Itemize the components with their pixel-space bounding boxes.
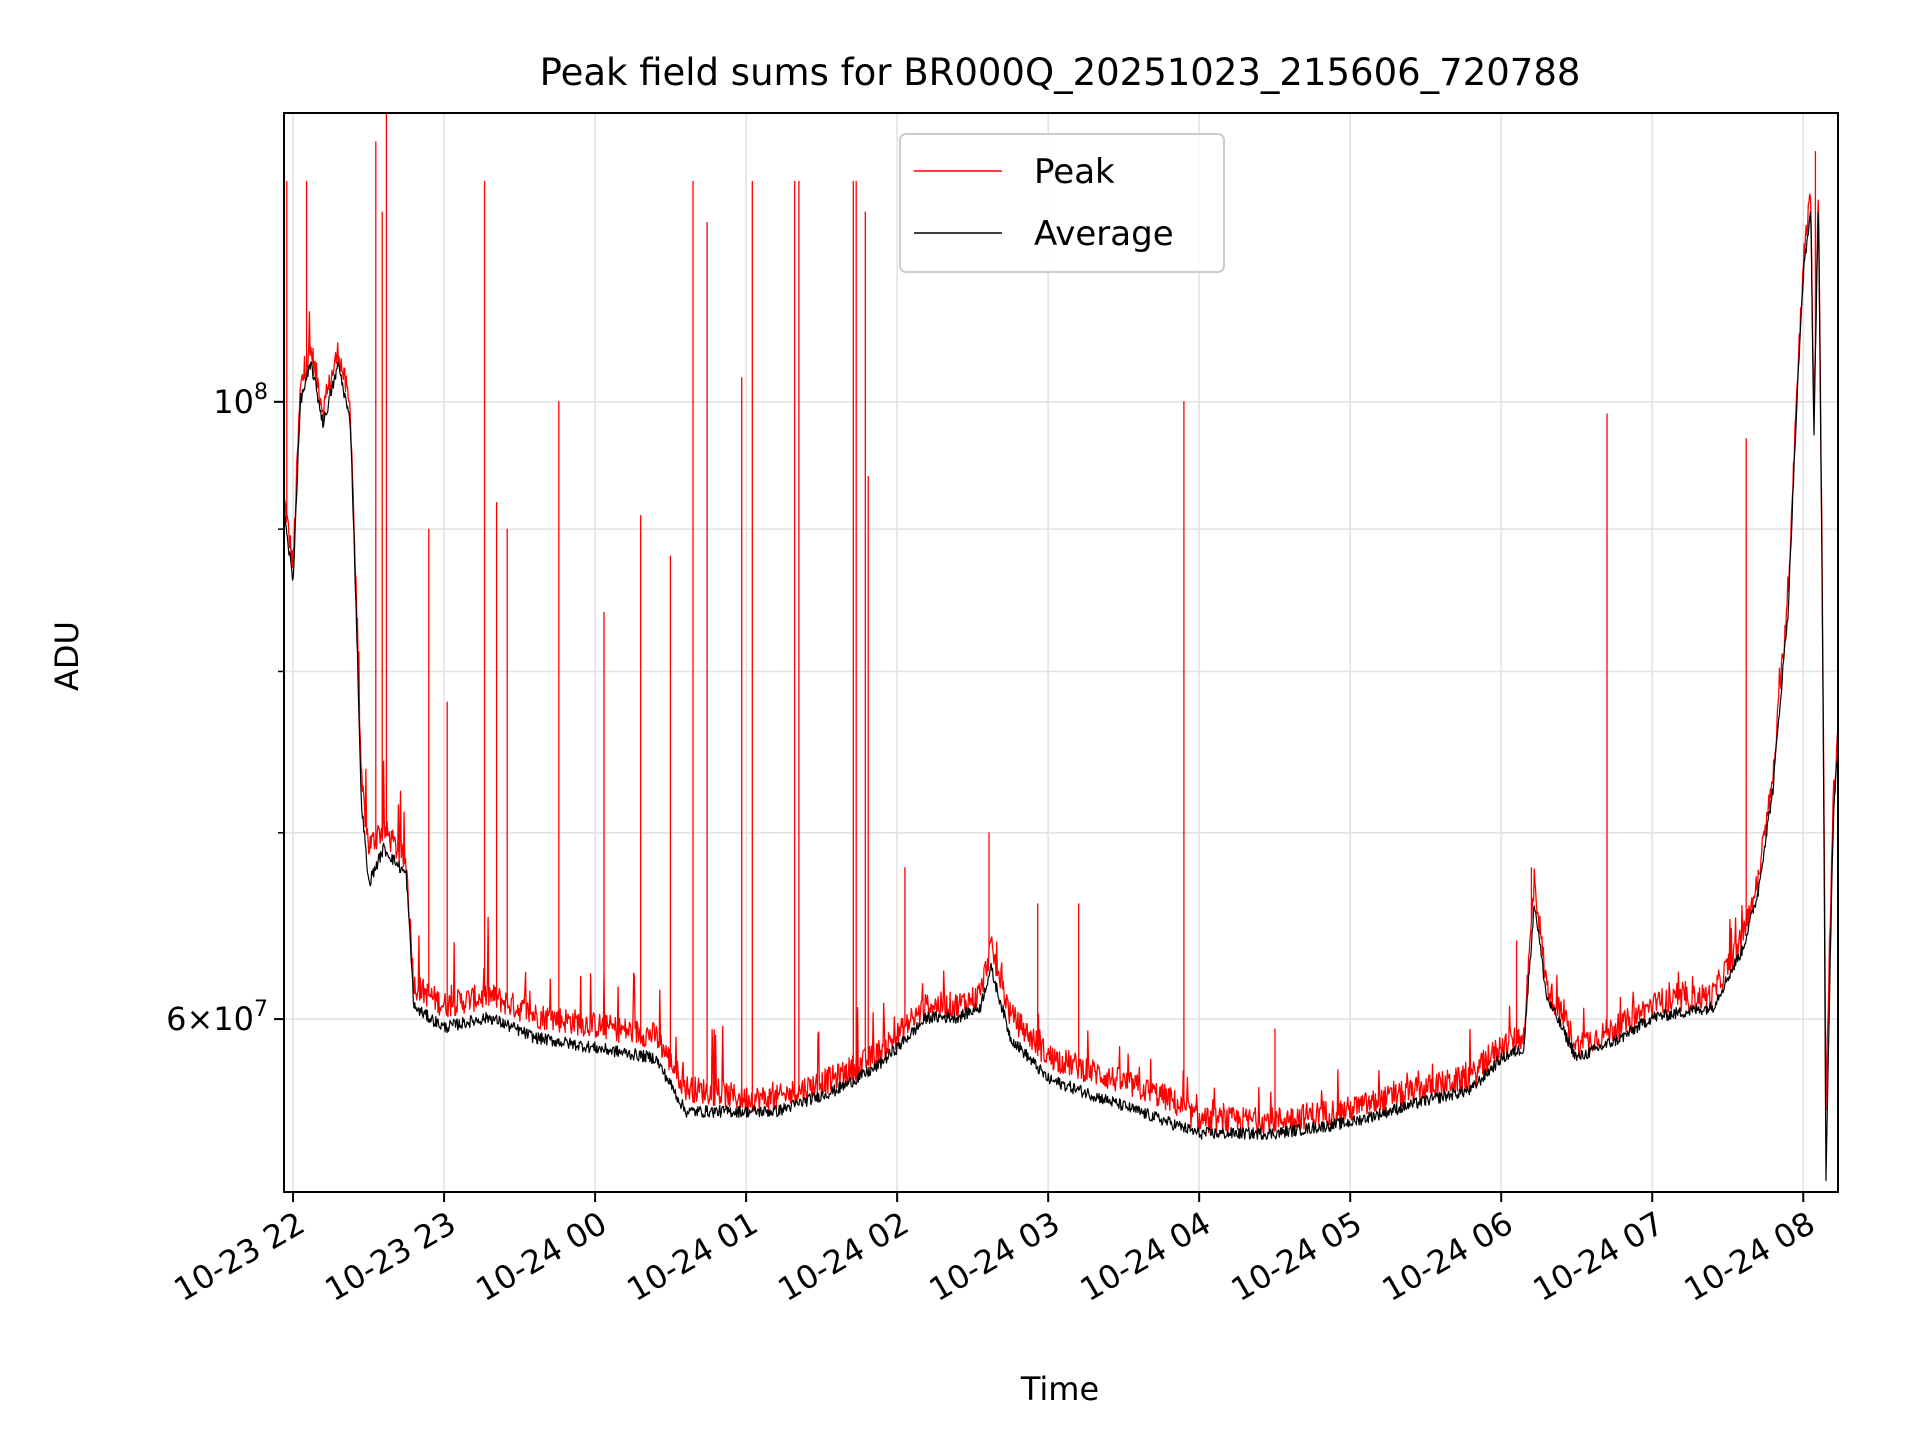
series-line-peak xyxy=(284,113,1838,1135)
plot-frame xyxy=(283,112,1839,1193)
y-tick-exponent: 7 xyxy=(254,997,268,1022)
y-tick-exponent: 8 xyxy=(254,380,268,405)
legend: Peak Average xyxy=(899,133,1225,273)
y-tick-power: 10 xyxy=(213,1000,254,1038)
y-tick-label: 6×107 xyxy=(166,997,268,1038)
series-line-average xyxy=(284,211,1838,1182)
y-axis-label: ADU xyxy=(48,621,86,691)
y-tick-base: 6 xyxy=(166,1000,186,1038)
plot-series xyxy=(284,113,1838,1182)
legend-label-average: Average xyxy=(1034,214,1174,254)
y-tick-label: 108 xyxy=(213,380,268,421)
legend-label-peak: Peak xyxy=(1034,152,1115,192)
y-tick-power: 10 xyxy=(213,383,254,421)
legend-box xyxy=(899,133,1225,273)
x-axis-label: Time xyxy=(1020,1370,1099,1408)
chart-title: Peak field sums for BR000Q_20251023_2156… xyxy=(540,51,1581,94)
gridlines xyxy=(284,113,1838,1192)
y-tick-times: × xyxy=(186,1000,213,1038)
